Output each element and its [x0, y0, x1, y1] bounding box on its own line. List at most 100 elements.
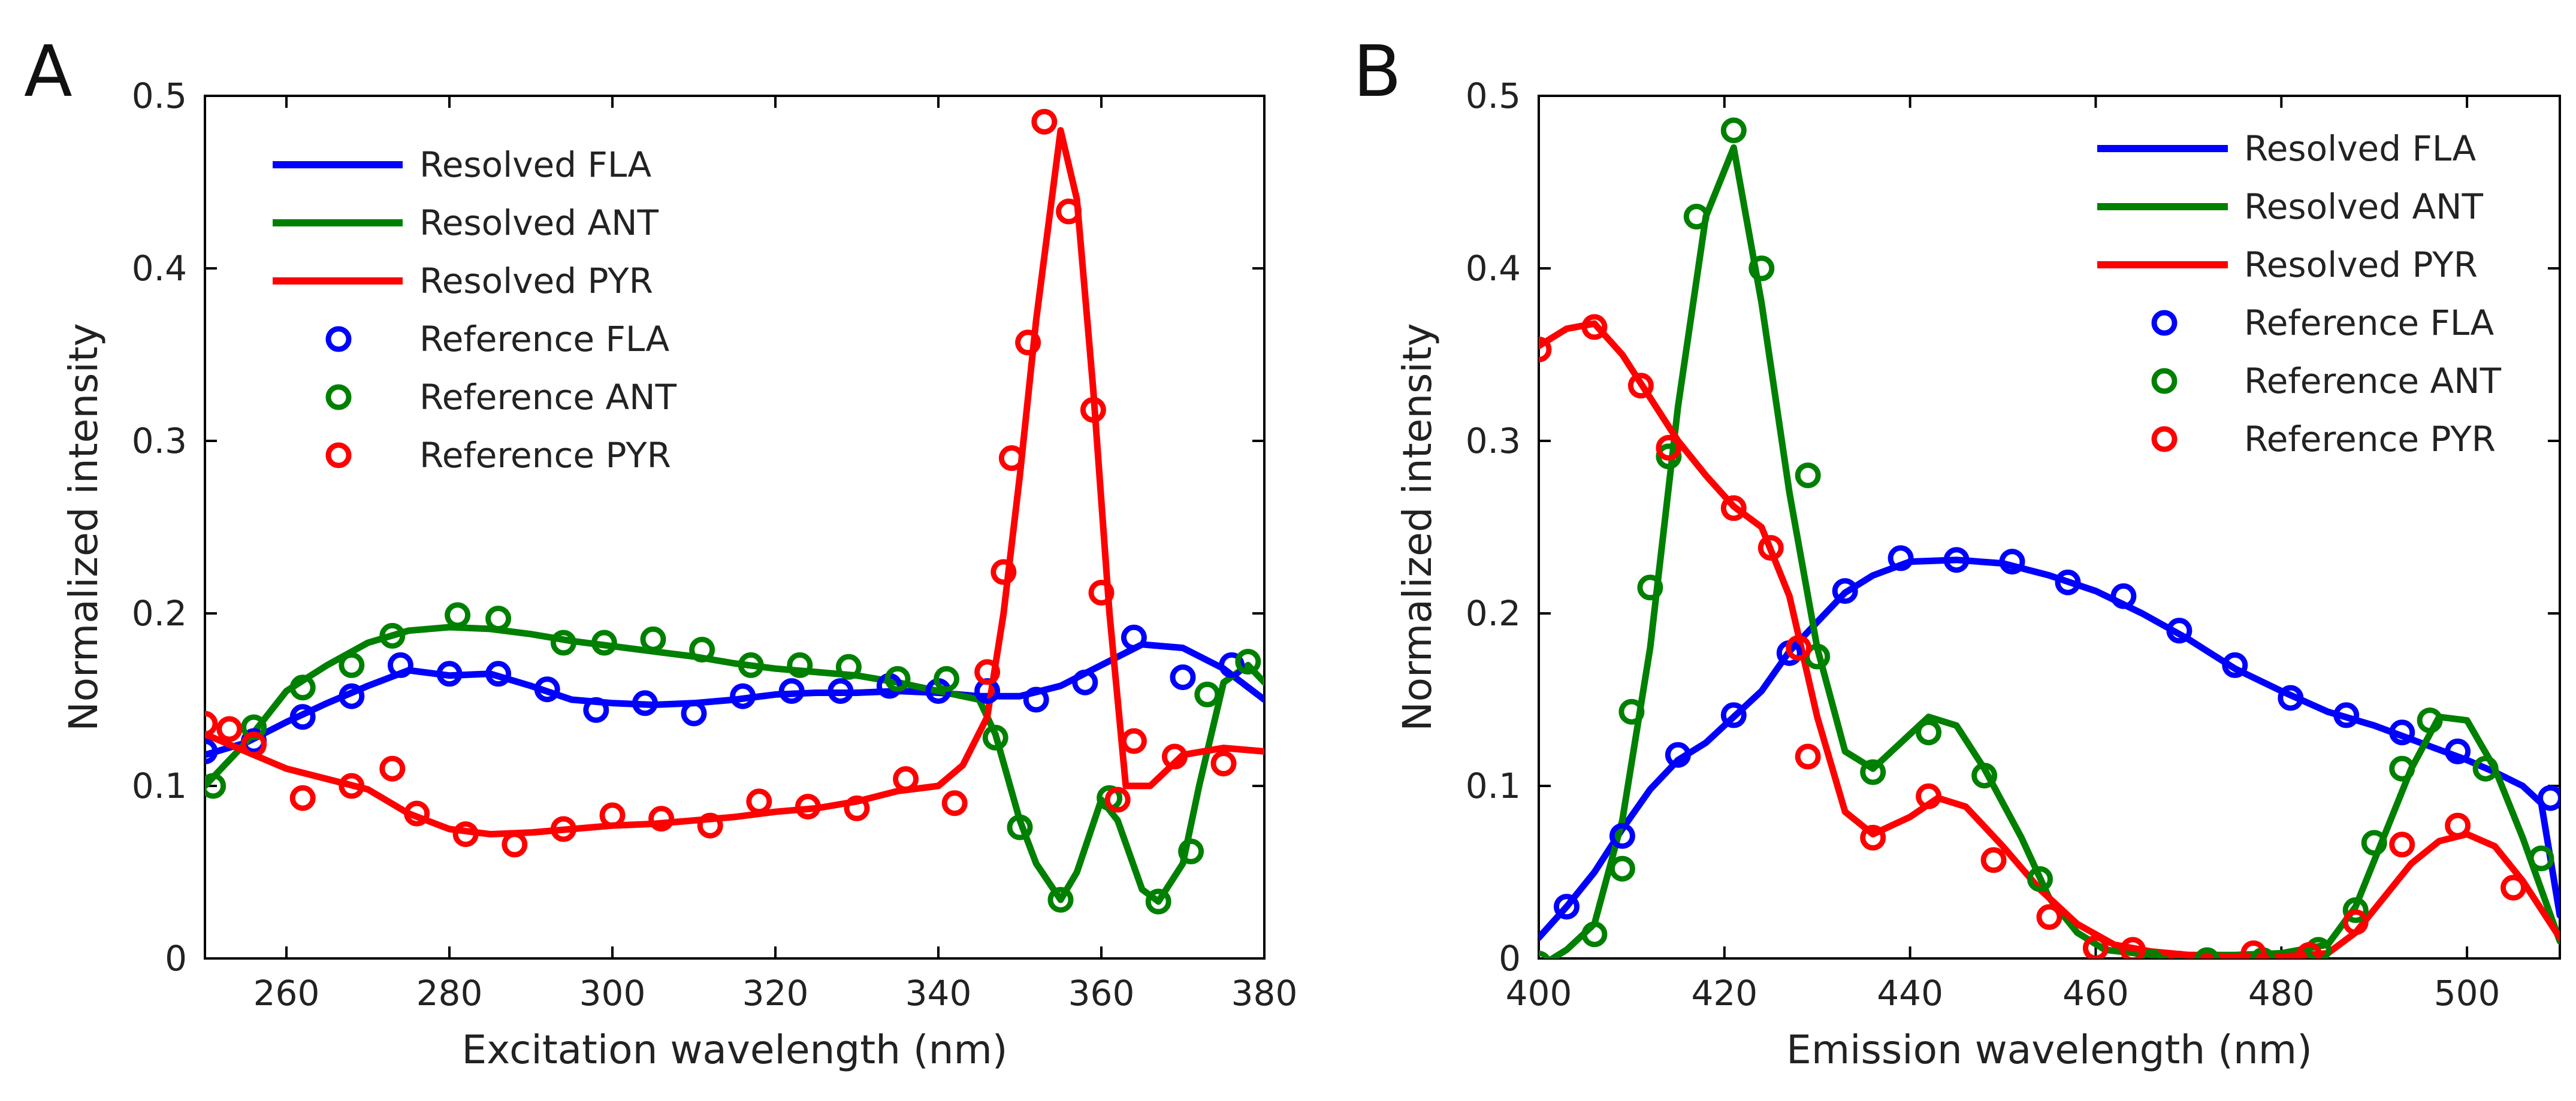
reference-ant-point: [1860, 759, 1886, 785]
reference-ant-point: [241, 714, 267, 740]
plot-frame: [204, 95, 1266, 960]
panel-letter: B: [1353, 30, 1402, 113]
reference-pyr-point: [452, 821, 479, 848]
reference-pyr-point: [2083, 935, 2109, 958]
reference-pyr-point: [339, 773, 365, 799]
reference-ant-point: [2342, 897, 2369, 923]
reference-pyr-point: [205, 710, 218, 737]
reference-fla-point: [2055, 569, 2081, 595]
reference-pyr-point: [2167, 951, 2191, 958]
reference-ant-point: [339, 652, 365, 678]
reference-fla-point: [1219, 652, 1245, 678]
reference-pyr-point: [990, 559, 1017, 585]
reference-pyr-point: [2240, 940, 2267, 958]
reference-fla-point: [289, 704, 316, 730]
y-tick-label: 0.2: [132, 593, 187, 634]
legend-swatch-reference-ant: [325, 384, 352, 410]
reference-ant-point: [2027, 866, 2053, 892]
reference-pyr-point: [502, 831, 528, 858]
resolved-ant-line: [1546, 144, 2560, 958]
x-tick-label: 400: [1506, 973, 1572, 1014]
reference-pyr-point: [289, 785, 316, 811]
plot-area: [205, 108, 1264, 915]
legend-swatch-reference-fla: [2151, 310, 2178, 336]
reference-pyr-point: [1056, 198, 1082, 225]
reference-fla-point: [2389, 719, 2415, 746]
y-tick-label: 0: [165, 938, 187, 979]
x-tick-label: 420: [1691, 973, 1757, 1014]
reference-pyr-point: [241, 731, 267, 758]
reference-pyr-point: [1031, 108, 1058, 135]
legend-swatch-reference-fla: [325, 326, 352, 352]
reference-pyr-point: [998, 445, 1025, 471]
reference-pyr-point: [216, 716, 243, 742]
reference-fla-point: [339, 683, 365, 709]
reference-ant-point: [1656, 443, 1682, 470]
reference-ant-point: [1047, 887, 1074, 913]
reference-pyr-point: [1210, 751, 1237, 777]
reference-fla-point: [730, 683, 756, 709]
reference-ant-point: [689, 637, 715, 663]
reference-pyr-point: [2389, 831, 2415, 858]
reference-ant-point: [835, 654, 862, 680]
x-tick-label: 500: [2434, 973, 2500, 1014]
reference-ant-point: [2139, 949, 2164, 958]
y-tick-label: 0: [1499, 938, 1521, 979]
reference-fla-point: [1554, 894, 1580, 920]
x-tick-label: 260: [253, 973, 320, 1014]
plot-area: [1539, 117, 2560, 958]
reference-ant-point: [1007, 814, 1033, 840]
reference-fla-point: [1999, 549, 2025, 575]
legend-swatch-reference-pyr: [325, 442, 352, 468]
reference-ant-point: [205, 773, 227, 799]
x-tick-label: 440: [1877, 973, 1943, 1014]
y-tick-label: 0.3: [132, 421, 187, 461]
reference-pyr-point: [1627, 373, 1654, 399]
reference-ant-point: [934, 666, 960, 692]
reference-ant-point: [1916, 719, 1942, 746]
reference-pyr-point: [1539, 336, 1552, 362]
reference-ant-point: [738, 652, 764, 678]
reference-ant-point: [1720, 117, 1747, 144]
reference-pyr-point: [1104, 787, 1131, 813]
y-tick-label: 0.4: [1466, 248, 1521, 289]
reference-fla-point: [632, 690, 658, 716]
reference-ant-point: [1971, 763, 1998, 789]
y-tick-label: 0.1: [132, 766, 187, 806]
x-tick-label: 320: [742, 973, 809, 1014]
reference-ant-point: [787, 652, 813, 678]
reference-pyr-point: [1786, 635, 1812, 661]
reference-pyr-point: [2342, 909, 2369, 935]
reference-pyr-point: [2119, 937, 2146, 958]
reference-fla-point: [387, 652, 413, 678]
reference-ant-point: [289, 674, 316, 701]
reference-pyr-point: [1088, 579, 1115, 606]
reference-ant-point: [2361, 830, 2387, 856]
legend-label-resolved-ant: Resolved ANT: [419, 202, 659, 243]
x-tick-label: 380: [1231, 973, 1298, 1014]
legend: Resolved FLA Resolved ANT Resolved PYR Refe…: [2097, 128, 2502, 459]
y-tick-label: 0.3: [1466, 421, 1521, 461]
reference-pyr-point: [404, 800, 430, 827]
reference-ant-point: [640, 626, 666, 652]
reference-ant-point: [1178, 838, 1204, 864]
reference-ant-point: [379, 622, 406, 649]
reference-fla-point: [1170, 664, 1196, 691]
reference-fla-point: [1072, 669, 1098, 695]
reference-ant-point: [445, 602, 471, 628]
reference-pyr-point: [379, 755, 406, 782]
legend-label-reference-ant: Reference ANT: [2244, 361, 2502, 401]
reference-fla-point: [205, 738, 218, 764]
legend-label-reference-pyr: Reference PYR: [419, 435, 671, 476]
reference-pyr-point: [2036, 904, 2062, 930]
panel-b: B 400 420 440 460 480 500 0 0.1 0.2 0.3 0.4 0.5 Emiss…: [1353, 30, 2561, 1073]
reference-ant-point: [2389, 755, 2415, 782]
reference-pyr-point: [974, 659, 1001, 685]
resolved-pyr-line: [1539, 320, 2560, 958]
reference-pyr-point: [697, 812, 723, 839]
reference-ant-point: [1637, 574, 1663, 601]
y-tick-label: 0.1: [1466, 766, 1521, 806]
reference-fla-point: [1665, 742, 1691, 768]
x-tick-label: 340: [905, 973, 972, 1014]
reference-ant-point: [1194, 681, 1221, 707]
